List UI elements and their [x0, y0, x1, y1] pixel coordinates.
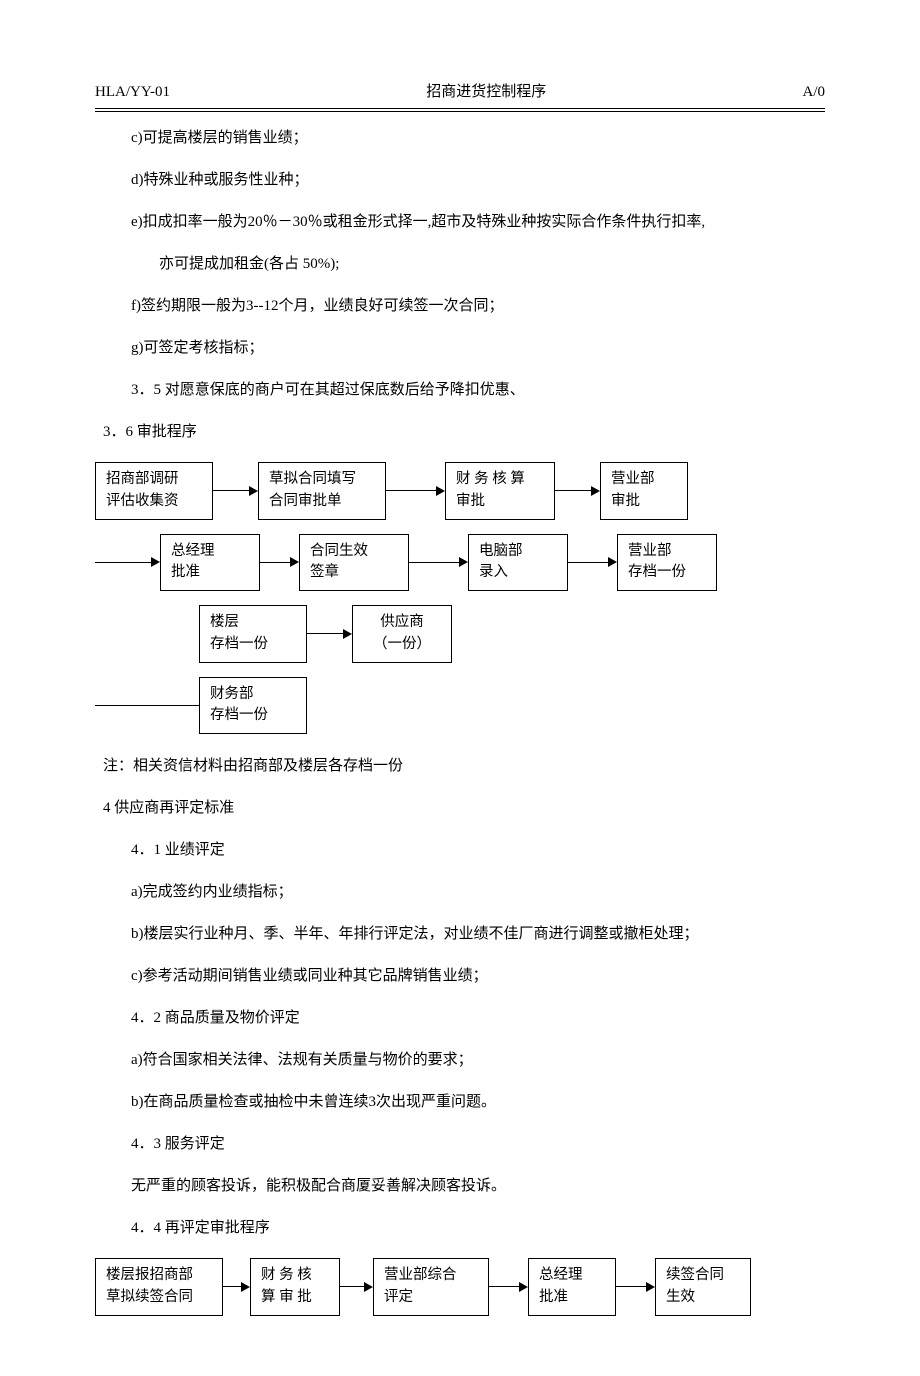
line-c: c)可提高楼层的销售业绩； [95, 126, 825, 150]
arrow-icon [340, 1282, 373, 1292]
box-line: 续签合同 [666, 1265, 740, 1287]
box-line: 营业部 [628, 541, 706, 563]
arrow-icon [489, 1282, 528, 1292]
arrow-icon [307, 629, 352, 639]
box-line: 电脑部 [479, 541, 557, 563]
arrow-icon [409, 557, 468, 567]
page-header: HLA/YY-01 招商进货控制程序 A/0 [95, 80, 825, 112]
line-e1: e)扣成扣率一般为20％－30％或租金形式择一,超市及特殊业种按实际合作条件执行… [95, 210, 825, 234]
header-doc-id: HLA/YY-01 [95, 80, 170, 104]
box-line: 存档一份 [628, 562, 706, 584]
line-e2: 亦可提成加租金(各占 50%); [95, 252, 825, 276]
line-3-6: 3．6 审批程序 [95, 420, 825, 444]
box-line: 算 审 批 [261, 1287, 329, 1309]
flow-box-floor-archive: 楼层 存档一份 [199, 605, 307, 663]
approval-flowchart: 招商部调研 评估收集资 草拟合同填写 合同审批单 财 务 核 算 审批 营业部 … [95, 462, 825, 734]
flow-box-draft: 草拟合同填写 合同审批单 [258, 462, 386, 520]
flow2-box-finance: 财 务 核 算 审 批 [250, 1258, 340, 1316]
box-line: 评定 [384, 1287, 478, 1309]
section-4-4: 4．4 再评定审批程序 [95, 1216, 825, 1240]
box-line: 审批 [611, 491, 677, 513]
box-line: 营业部综合 [384, 1265, 478, 1287]
flow-box-sales-archive: 营业部 存档一份 [617, 534, 717, 592]
arrow-icon [213, 486, 258, 496]
flow-row-2: 总经理 批准 合同生效 签章 电脑部 录入 营业部 存档一份 [95, 534, 825, 592]
line-4-1-b: b)楼层实行业种月、季、半年、年排行评定法，对业绩不佳厂商进行调整或撤柜处理； [95, 922, 825, 946]
section-4-2: 4．2 商品质量及物价评定 [95, 1006, 825, 1030]
flow-row-3: 楼层 存档一份 供应商 （一份） [95, 605, 825, 663]
flow2-row: 楼层报招商部 草拟续签合同 财 务 核 算 审 批 营业部综合 评定 总经理 批… [95, 1258, 825, 1316]
flow2-box-floor: 楼层报招商部 草拟续签合同 [95, 1258, 223, 1316]
arrow-icon [555, 486, 600, 496]
arrow-icon [95, 557, 160, 567]
box-line: 总经理 [171, 541, 249, 563]
box-line: 草拟续签合同 [106, 1287, 212, 1309]
box-line: 草拟合同填写 [269, 469, 375, 491]
box-line: 财 务 核 算 [456, 469, 544, 491]
arrow-icon [260, 557, 299, 567]
flow2-box-gm: 总经理 批准 [528, 1258, 616, 1316]
line-4-3-a: 无严重的顾客投诉，能积极配合商厦妥善解决顾客投诉。 [95, 1174, 825, 1198]
flow-box-it: 电脑部 录入 [468, 534, 568, 592]
box-line: 供应商 [363, 612, 441, 634]
reeval-flowchart: 楼层报招商部 草拟续签合同 财 务 核 算 审 批 营业部综合 评定 总经理 批… [95, 1258, 825, 1316]
arrow-icon [616, 1282, 655, 1292]
line-d: d)特殊业种或服务性业种； [95, 168, 825, 192]
flow-box-gm: 总经理 批准 [160, 534, 260, 592]
box-line: 财 务 核 [261, 1265, 329, 1287]
box-line: 审批 [456, 491, 544, 513]
box-line: 合同审批单 [269, 491, 375, 513]
arrow-icon [386, 486, 445, 496]
flow-box-research: 招商部调研 评估收集资 [95, 462, 213, 520]
box-line: （一份） [363, 634, 441, 656]
box-line: 签章 [310, 562, 398, 584]
box-line: 楼层报招商部 [106, 1265, 212, 1287]
box-line: 生效 [666, 1287, 740, 1309]
line-f: f)签约期限一般为3--12个月，业绩良好可续签一次合同； [95, 294, 825, 318]
box-line: 存档一份 [210, 705, 296, 727]
flow2-box-renew: 续签合同 生效 [655, 1258, 751, 1316]
line-4-2-b: b)在商品质量检查或抽检中未曾连续3次出现严重问题。 [95, 1090, 825, 1114]
flow2-box-sales: 营业部综合 评定 [373, 1258, 489, 1316]
line-4-2-a: a)符合国家相关法律、法规有关质量与物价的要求； [95, 1048, 825, 1072]
box-line: 楼层 [210, 612, 296, 634]
header-version: A/0 [803, 80, 826, 104]
flow-box-effective: 合同生效 签章 [299, 534, 409, 592]
box-line: 财务部 [210, 684, 296, 706]
flow-box-sales: 营业部 审批 [600, 462, 688, 520]
box-line: 存档一份 [210, 634, 296, 656]
arrow-icon [568, 557, 617, 567]
box-line: 批准 [539, 1287, 605, 1309]
section-4: 4 供应商再评定标准 [95, 796, 825, 820]
flow-box-finance-archive: 财务部 存档一份 [199, 677, 307, 735]
box-line: 营业部 [611, 469, 677, 491]
box-line: 评估收集资 [106, 491, 202, 513]
section-4-3: 4．3 服务评定 [95, 1132, 825, 1156]
arrow-icon [223, 1282, 250, 1292]
flow-row-1: 招商部调研 评估收集资 草拟合同填写 合同审批单 财 务 核 算 审批 营业部 … [95, 462, 825, 520]
line-4-1-c: c)参考活动期间销售业绩或同业种其它品牌销售业绩； [95, 964, 825, 988]
line-g: g)可签定考核指标； [95, 336, 825, 360]
line-4-1-a: a)完成签约内业绩指标； [95, 880, 825, 904]
box-line: 总经理 [539, 1265, 605, 1287]
flow-note: 注：相关资信材料由招商部及楼层各存档一份 [95, 754, 825, 778]
header-title: 招商进货控制程序 [170, 80, 803, 104]
box-line: 合同生效 [310, 541, 398, 563]
box-line: 录入 [479, 562, 557, 584]
flow-box-supplier: 供应商 （一份） [352, 605, 452, 663]
box-line: 批准 [171, 562, 249, 584]
box-line: 招商部调研 [106, 469, 202, 491]
line-3-5: 3．5 对愿意保底的商户可在其超过保底数后给予降扣优惠、 [95, 378, 825, 402]
flow-box-finance: 财 务 核 算 审批 [445, 462, 555, 520]
flow-row-4: 财务部 存档一份 [95, 677, 825, 735]
section-4-1: 4．1 业绩评定 [95, 838, 825, 862]
